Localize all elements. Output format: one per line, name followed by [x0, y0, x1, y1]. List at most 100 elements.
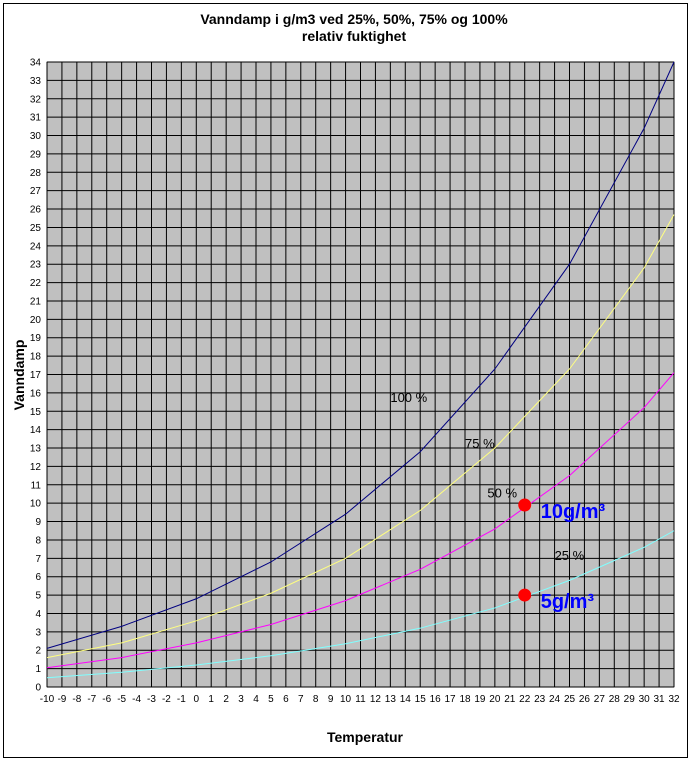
y-tick-label: 12: [30, 462, 42, 473]
x-tick-label: 9: [328, 694, 334, 705]
y-tick-label: 1: [35, 664, 41, 675]
y-tick-label: 14: [30, 425, 42, 436]
x-tick-label: -8: [72, 694, 81, 705]
y-tick-label: 24: [30, 241, 42, 252]
x-axis-title: Temperatur: [327, 729, 404, 745]
series-line: [46, 61, 675, 649]
marker-label: 10g/m³: [541, 501, 606, 523]
x-tick-label: -4: [132, 694, 141, 705]
series-layer: [46, 61, 675, 679]
x-tick-label: -6: [102, 694, 111, 705]
y-tick-label: 7: [35, 554, 41, 565]
y-tick-label: 19: [30, 333, 42, 344]
y-tick-label: 5: [35, 591, 41, 602]
y-tick-label: 4: [35, 609, 41, 620]
series-line: [46, 214, 675, 659]
series-label: 100 %: [390, 390, 427, 405]
y-tick-label: 21: [30, 296, 42, 307]
x-tick-label: 19: [474, 694, 486, 705]
y-tick-label: 6: [35, 572, 41, 583]
y-tick-label: 0: [35, 683, 41, 694]
chart-title-line1: Vanndamp i g/m3 ved 25%, 50%, 75% og 100…: [200, 11, 508, 27]
y-tick-label: 13: [30, 444, 42, 455]
x-tick-label: 25: [564, 694, 576, 705]
x-tick-label: 17: [445, 694, 457, 705]
y-tick-label: 8: [35, 535, 41, 546]
x-tick-label: 15: [415, 694, 427, 705]
y-tick-label: 34: [30, 58, 42, 69]
x-tick-label: 27: [594, 694, 606, 705]
y-tick-label: 26: [30, 205, 42, 216]
x-tick-label: -7: [87, 694, 96, 705]
x-tick-label: 32: [668, 694, 680, 705]
x-tick-label: 14: [400, 694, 412, 705]
y-tick-label: 18: [30, 352, 42, 363]
x-tick-label: 21: [504, 694, 516, 705]
x-tick-label: 20: [489, 694, 501, 705]
x-tick-label: 16: [430, 694, 442, 705]
series-line: [46, 372, 675, 669]
y-tick-label: 22: [30, 278, 42, 289]
y-tick-label: 27: [30, 186, 42, 197]
x-tick-label: -9: [57, 694, 66, 705]
x-tick-label: -10: [40, 694, 55, 705]
x-tick-label: 2: [223, 694, 229, 705]
y-tick-label: 10: [30, 499, 42, 510]
y-tick-label: 16: [30, 388, 42, 399]
y-tick-label: 25: [30, 223, 42, 234]
x-tick-label: 5: [268, 694, 274, 705]
series-label: 75 %: [465, 436, 495, 451]
x-tick-label: 28: [609, 694, 621, 705]
x-tick-label: 7: [298, 694, 304, 705]
series-line: [46, 530, 675, 679]
x-tick-label: 30: [639, 694, 651, 705]
y-tick-label: 20: [30, 315, 42, 326]
x-tick-label: -5: [117, 694, 126, 705]
y-tick-label: 17: [30, 370, 42, 381]
marker-point: [518, 498, 532, 512]
series-labels: 100 % 75 % 50 % 25 %: [390, 390, 584, 563]
y-tick-label: 3: [35, 627, 41, 638]
tick-labels: -10 -9 -8 -7 -6 -5 -4 -3 -2 -1 0 1 2 3 4 5 6 7 8 9 10 11 12 13 1…: [30, 58, 680, 706]
x-tick-label: 6: [283, 694, 289, 705]
x-tick-label: 12: [370, 694, 382, 705]
y-tick-label: 29: [30, 149, 42, 160]
y-tick-label: 2: [35, 646, 41, 657]
x-tick-label: 1: [208, 694, 214, 705]
x-tick-label: 0: [194, 694, 200, 705]
y-tick-label: 15: [30, 407, 42, 418]
x-tick-label: 4: [253, 694, 259, 705]
grid-lines: [46, 61, 675, 688]
x-tick-label: -3: [147, 694, 156, 705]
x-tick-label: 13: [385, 694, 397, 705]
x-tick-label: 31: [654, 694, 666, 705]
y-axis-title: Vanndamp: [11, 340, 27, 411]
chart-title-line2: relativ fuktighet: [302, 28, 407, 44]
y-tick-label: 28: [30, 168, 42, 179]
x-tick-label: 18: [459, 694, 471, 705]
y-tick-label: 23: [30, 260, 42, 271]
x-tick-label: 8: [313, 694, 319, 705]
x-tick-label: 23: [534, 694, 546, 705]
y-tick-label: 11: [31, 480, 42, 491]
x-tick-label: 3: [238, 694, 244, 705]
x-tick-label: 29: [624, 694, 636, 705]
y-tick-label: 30: [30, 131, 42, 142]
y-tick-label: 9: [35, 517, 41, 528]
marker-label: 5g/m³: [541, 591, 595, 613]
x-tick-label: 22: [519, 694, 531, 705]
series-label: 50 %: [487, 486, 517, 501]
x-tick-label: -1: [177, 694, 186, 705]
y-tick-label: 32: [30, 94, 42, 105]
markers-layer: 10g/m³ 5g/m³: [518, 498, 606, 613]
marker-point: [518, 588, 532, 602]
x-tick-label: 10: [340, 694, 352, 705]
x-tick-label: 11: [355, 694, 366, 705]
y-tick-label: 33: [30, 76, 42, 87]
x-tick-label: 26: [579, 694, 591, 705]
x-tick-label: -2: [162, 694, 171, 705]
series-label: 25 %: [555, 548, 585, 563]
x-tick-label: 24: [549, 694, 561, 705]
y-tick-label: 31: [30, 113, 42, 124]
